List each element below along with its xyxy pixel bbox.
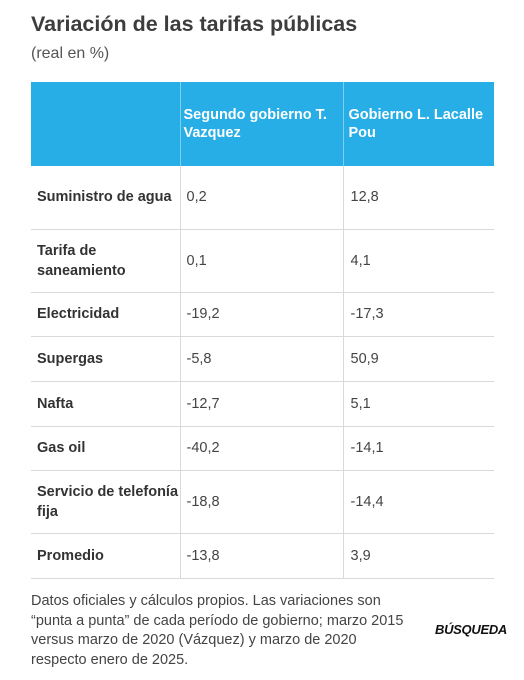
value-vazquez: -19,2 <box>180 292 344 337</box>
value-vazquez: -18,8 <box>180 470 344 534</box>
value-vazquez: -5,8 <box>180 336 344 382</box>
value-vazquez: -40,2 <box>180 426 344 471</box>
value-lacalle-pou: -14,4 <box>343 470 494 534</box>
header-lacalle-pou: Gobierno L. Lacalle Pou <box>348 107 484 141</box>
value-lacalle-pou: 5,1 <box>343 381 494 427</box>
value-lacalle-pou: 4,1 <box>343 229 494 293</box>
table-header-row: Segundo gobierno T. Vazquez Gobierno L. … <box>31 82 494 166</box>
value-lacalle-pou: 12,8 <box>343 166 494 230</box>
busqueda-logo: BÚSQUEDA <box>435 622 507 637</box>
value-lacalle-pou: -17,3 <box>343 292 494 337</box>
chart-subtitle: (real en %) <box>31 45 110 62</box>
source-note: Datos oficiales y cálculos propios. Las … <box>31 593 404 668</box>
value-lacalle-pou: 50,9 <box>343 336 494 382</box>
value-lacalle-pou: -14,1 <box>343 426 494 471</box>
chart-title: Variación de las tarifas públicas <box>31 12 358 36</box>
header-vazquez: Segundo gobierno T. Vazquez <box>180 82 344 166</box>
tariff-table: Segundo gobierno T. Vazquez Gobierno L. … <box>31 82 494 579</box>
row-label: Tarifa de saneamiento <box>31 229 181 293</box>
table-row: Gas oil -40,2 -14,1 <box>31 426 494 471</box>
table-row: Servicio de telefonía fija -18,8 -14,4 <box>31 470 494 534</box>
value-vazquez: -13,8 <box>180 533 344 579</box>
value-vazquez: 0,1 <box>180 229 344 293</box>
row-label: Servicio de telefonía fija <box>31 470 181 534</box>
row-label: Promedio <box>31 533 181 579</box>
row-label: Suministro de agua <box>31 166 181 230</box>
table-row: Nafta -12,7 5,1 <box>31 381 494 427</box>
value-lacalle-pou: 3,9 <box>343 533 494 579</box>
table-row: Electricidad -19,2 -17,3 <box>31 292 494 337</box>
value-vazquez: 0,2 <box>180 166 344 230</box>
row-label: Electricidad <box>31 292 181 337</box>
header-empty-cell <box>31 82 181 166</box>
row-label: Gas oil <box>31 426 181 471</box>
table-row: Tarifa de saneamiento 0,1 4,1 <box>31 229 494 293</box>
row-label: Supergas <box>31 336 181 382</box>
table-row: Supergas -5,8 50,9 <box>31 336 494 382</box>
value-vazquez: -12,7 <box>180 381 344 427</box>
table-row: Suministro de agua 0,2 12,8 <box>31 166 494 230</box>
row-label: Nafta <box>31 381 181 427</box>
table-row: Promedio -13,8 3,9 <box>31 533 494 579</box>
